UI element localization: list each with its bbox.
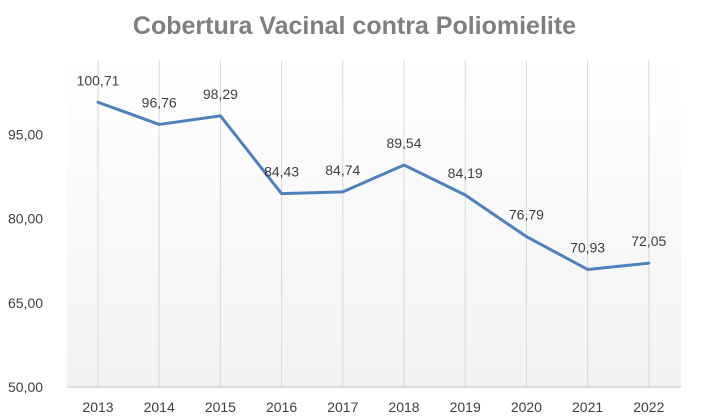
x-tick-label: 2016 [266,399,297,415]
x-tick-label: 2019 [450,399,481,415]
data-label: 84,43 [264,164,299,180]
axes: 50,00 65,00 80,00 95,00 2013 2014 2015 2016 2017… [8,126,681,415]
x-tick-label: 2022 [633,399,664,415]
y-tick-label: 95,00 [8,126,43,142]
data-label: 84,74 [325,162,360,178]
x-tick-label: 2015 [205,399,236,415]
x-tick-label: 2014 [144,399,175,415]
data-labels: 100,71 96,76 98,29 84,43 84,74 89,54 84,19 76,7… [77,72,667,255]
data-label: 100,71 [77,72,120,88]
x-tick-label: 2021 [572,399,603,415]
x-tick-label: 2020 [511,399,542,415]
data-label: 70,93 [570,239,605,255]
y-tick-label: 65,00 [8,295,43,311]
data-label: 76,79 [509,207,544,223]
data-label: 96,76 [142,94,177,110]
x-tick-label: 2017 [327,399,358,415]
grid-lines [97,60,650,387]
x-tick-label: 2013 [82,399,113,415]
plot-area [67,60,681,387]
data-label: 89,54 [386,135,421,151]
series-line-path [96,100,651,271]
series-line [96,100,651,271]
x-tick-label: 2018 [388,399,419,415]
data-label: 84,19 [448,165,483,181]
chart-title: Cobertura Vacinal contra Poliomielite [132,12,577,40]
y-tick-label: 80,00 [8,211,43,227]
data-label: 72,05 [631,233,666,249]
y-tick-label: 50,00 [8,379,43,395]
data-label: 98,29 [203,86,238,102]
